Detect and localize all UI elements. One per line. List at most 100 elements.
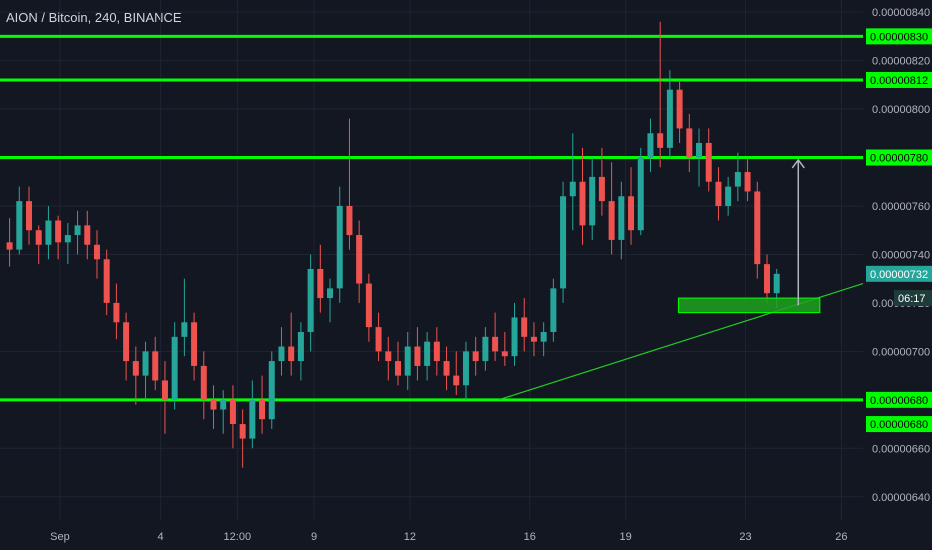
candle-body — [530, 336, 537, 342]
candle-body — [394, 361, 401, 376]
candle-body — [220, 399, 227, 410]
candle-body — [171, 336, 178, 400]
price-badge-label: 0.00000680 — [870, 419, 928, 431]
candle-body — [696, 142, 703, 158]
candle-body — [356, 235, 363, 284]
chart-title: AION / Bitcoin, 240, BINANCE — [6, 10, 182, 25]
level-badge-label: 0.00000830 — [870, 31, 928, 43]
candle-body — [259, 399, 266, 420]
candle-body — [55, 220, 62, 243]
candle-body — [103, 259, 110, 303]
candle-body — [249, 399, 256, 439]
candle-body — [113, 302, 120, 323]
candle-body — [210, 399, 217, 410]
candle-body — [181, 322, 188, 337]
price-badge-label: 06:17 — [898, 293, 926, 305]
candle-body — [453, 375, 460, 386]
candle-body — [307, 268, 314, 332]
level-badge — [866, 391, 932, 408]
candle-body — [773, 273, 780, 294]
candle-body — [715, 181, 722, 206]
candle-body — [637, 157, 644, 231]
price-tick-label: 0.00000700 — [872, 346, 930, 358]
candle-body — [647, 133, 654, 158]
candle-body — [64, 235, 71, 243]
level-badge — [866, 71, 932, 88]
candle-body — [666, 89, 673, 148]
candle-body — [744, 172, 751, 192]
price-badge — [866, 416, 932, 433]
horizontal-levels — [0, 34, 863, 402]
candle-body — [424, 341, 431, 366]
candle-body — [657, 133, 664, 148]
candle-body — [268, 361, 275, 420]
candle-body — [35, 230, 42, 245]
candle-body — [152, 351, 159, 381]
price-tick-label: 0.00000640 — [872, 492, 930, 504]
candle-body — [443, 361, 450, 376]
price-tick-label: 0.00000740 — [872, 249, 930, 261]
candle-body — [404, 346, 411, 376]
candle-body — [725, 186, 732, 206]
candle-body — [74, 225, 81, 236]
candle-body — [754, 191, 761, 265]
candle-body — [676, 89, 683, 129]
candle-body — [385, 351, 392, 362]
support-zone — [677, 297, 821, 314]
candle-body — [123, 322, 130, 362]
candle-body — [540, 331, 547, 342]
level-badge — [866, 28, 932, 45]
candle-body — [521, 317, 528, 337]
candle-body — [191, 322, 198, 366]
price-tick-label: 0.00000800 — [872, 104, 930, 116]
price-tick-label: 0.00000820 — [872, 56, 930, 68]
price-badge — [866, 265, 932, 282]
price-tick-label: 0.00000660 — [872, 443, 930, 455]
level-badge-label: 0.00000780 — [870, 153, 928, 165]
level-badge-label: 0.00000680 — [870, 395, 928, 407]
time-tick-label: 12 — [404, 531, 416, 543]
candle-body — [734, 172, 741, 187]
time-tick-label: 23 — [739, 531, 751, 543]
candle-body — [336, 205, 343, 289]
candle-body — [317, 268, 324, 299]
candle-body — [84, 225, 91, 245]
candle-body — [161, 380, 168, 400]
candle-body — [433, 341, 440, 362]
candle-body — [462, 351, 469, 386]
candle-body — [414, 346, 421, 366]
candle-body — [142, 351, 149, 376]
candle-body — [482, 336, 489, 362]
level-badge-label: 0.00000812 — [870, 75, 928, 87]
candle-body — [26, 201, 33, 231]
candle-body — [297, 331, 304, 362]
candle-body — [365, 283, 372, 328]
candle-body — [598, 176, 605, 202]
candle-body — [628, 196, 635, 231]
price-badge-label: 0.00000732 — [870, 269, 928, 281]
time-tick-label: Sep — [50, 531, 70, 543]
candle-body — [589, 176, 596, 226]
candle-body — [346, 205, 353, 236]
time-tick-label: 12:00 — [224, 531, 252, 543]
target-arrow-head — [791, 158, 805, 169]
candle-body — [511, 317, 518, 357]
time-tick-label: 9 — [311, 531, 317, 543]
price-axis[interactable]: 0.00000830 0.00000812 0.00000780 0.00000680… — [866, 7, 932, 504]
time-tick-label: 26 — [835, 531, 847, 543]
level-badge — [866, 149, 932, 166]
candle-body — [492, 336, 499, 352]
time-axis[interactable]: Sep 4 12:00 9 12 16 19 23 26 — [50, 531, 847, 543]
candle-body — [327, 288, 334, 299]
candle-body — [569, 181, 576, 197]
candle-body — [288, 346, 295, 362]
candle-body — [705, 142, 712, 182]
price-tick-label: 0.00000840 — [872, 7, 930, 19]
grid-lines — [0, 0, 863, 521]
candle-body — [45, 220, 52, 245]
candle-body — [501, 351, 508, 357]
candle-body — [93, 244, 100, 260]
candle-body — [375, 327, 382, 352]
price-badge — [894, 290, 932, 307]
